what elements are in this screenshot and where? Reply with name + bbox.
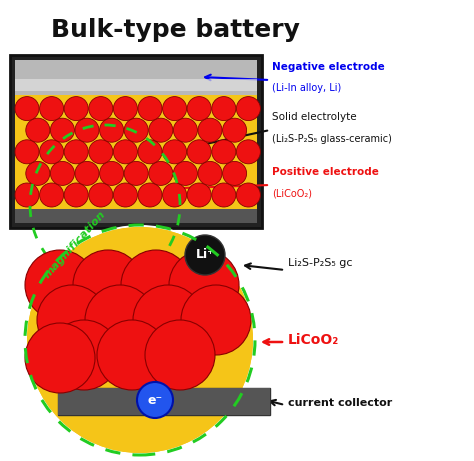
Text: Solid electrolyte: Solid electrolyte <box>272 112 356 122</box>
Text: (Li-In alloy, Li): (Li-In alloy, Li) <box>272 83 341 93</box>
Circle shape <box>121 250 191 320</box>
Circle shape <box>181 285 251 355</box>
Circle shape <box>40 97 64 121</box>
Circle shape <box>113 183 137 207</box>
Bar <box>58 388 270 415</box>
Circle shape <box>149 118 173 142</box>
Circle shape <box>49 320 119 390</box>
Circle shape <box>138 97 162 121</box>
Bar <box>15 60 257 95</box>
Circle shape <box>124 161 148 185</box>
Circle shape <box>89 183 113 207</box>
Circle shape <box>89 140 113 164</box>
Circle shape <box>149 161 173 185</box>
Circle shape <box>173 161 197 185</box>
Circle shape <box>100 161 124 185</box>
Circle shape <box>50 161 74 185</box>
Bar <box>15 95 257 209</box>
Circle shape <box>40 140 64 164</box>
Circle shape <box>89 97 113 121</box>
Bar <box>10 55 262 228</box>
Text: current collector: current collector <box>288 398 392 408</box>
Text: Negative electrode: Negative electrode <box>272 62 385 72</box>
Text: Positive electrode: Positive electrode <box>272 167 379 177</box>
Circle shape <box>85 285 155 355</box>
Circle shape <box>133 285 203 355</box>
Circle shape <box>212 140 236 164</box>
Circle shape <box>169 250 239 320</box>
Circle shape <box>124 118 148 142</box>
Circle shape <box>37 285 107 355</box>
Text: (Li₂S-P₂S₅ glass-ceramic): (Li₂S-P₂S₅ glass-ceramic) <box>272 134 392 144</box>
Circle shape <box>237 183 260 207</box>
Circle shape <box>138 140 162 164</box>
Circle shape <box>187 97 211 121</box>
Circle shape <box>64 97 88 121</box>
Circle shape <box>75 161 99 185</box>
Circle shape <box>64 140 88 164</box>
Circle shape <box>25 225 255 455</box>
Circle shape <box>138 183 162 207</box>
Circle shape <box>173 118 197 142</box>
Circle shape <box>113 140 137 164</box>
Bar <box>15 209 257 223</box>
Circle shape <box>15 140 39 164</box>
Circle shape <box>27 227 253 453</box>
Circle shape <box>75 118 99 142</box>
Bar <box>58 388 270 415</box>
Bar <box>15 79 257 91</box>
Circle shape <box>223 161 246 185</box>
Circle shape <box>137 382 173 418</box>
Text: Li₂S-P₂S₅ gc: Li₂S-P₂S₅ gc <box>288 258 353 268</box>
Circle shape <box>198 118 222 142</box>
Circle shape <box>163 97 187 121</box>
Circle shape <box>185 235 225 275</box>
Circle shape <box>26 118 50 142</box>
Circle shape <box>25 250 95 320</box>
Text: e⁻: e⁻ <box>147 394 163 407</box>
Circle shape <box>113 97 137 121</box>
Circle shape <box>163 183 187 207</box>
Circle shape <box>26 161 50 185</box>
Circle shape <box>15 97 39 121</box>
Text: Li⁺: Li⁺ <box>196 248 214 261</box>
Circle shape <box>27 227 253 453</box>
Text: Bulk-type battery: Bulk-type battery <box>51 18 300 42</box>
Circle shape <box>187 183 211 207</box>
Circle shape <box>40 183 64 207</box>
Circle shape <box>212 183 236 207</box>
Circle shape <box>15 183 39 207</box>
Circle shape <box>212 97 236 121</box>
Circle shape <box>187 140 211 164</box>
Circle shape <box>97 320 167 390</box>
Text: magnification: magnification <box>42 209 107 280</box>
Circle shape <box>100 118 124 142</box>
Text: (LiCoO₂): (LiCoO₂) <box>272 189 312 199</box>
Circle shape <box>237 97 260 121</box>
Circle shape <box>223 118 246 142</box>
Circle shape <box>198 161 222 185</box>
Circle shape <box>145 320 215 390</box>
Circle shape <box>25 323 95 393</box>
Circle shape <box>73 250 143 320</box>
Circle shape <box>50 118 74 142</box>
Circle shape <box>64 183 88 207</box>
Circle shape <box>163 140 187 164</box>
Text: LiCoO₂: LiCoO₂ <box>288 333 339 347</box>
Circle shape <box>237 140 260 164</box>
